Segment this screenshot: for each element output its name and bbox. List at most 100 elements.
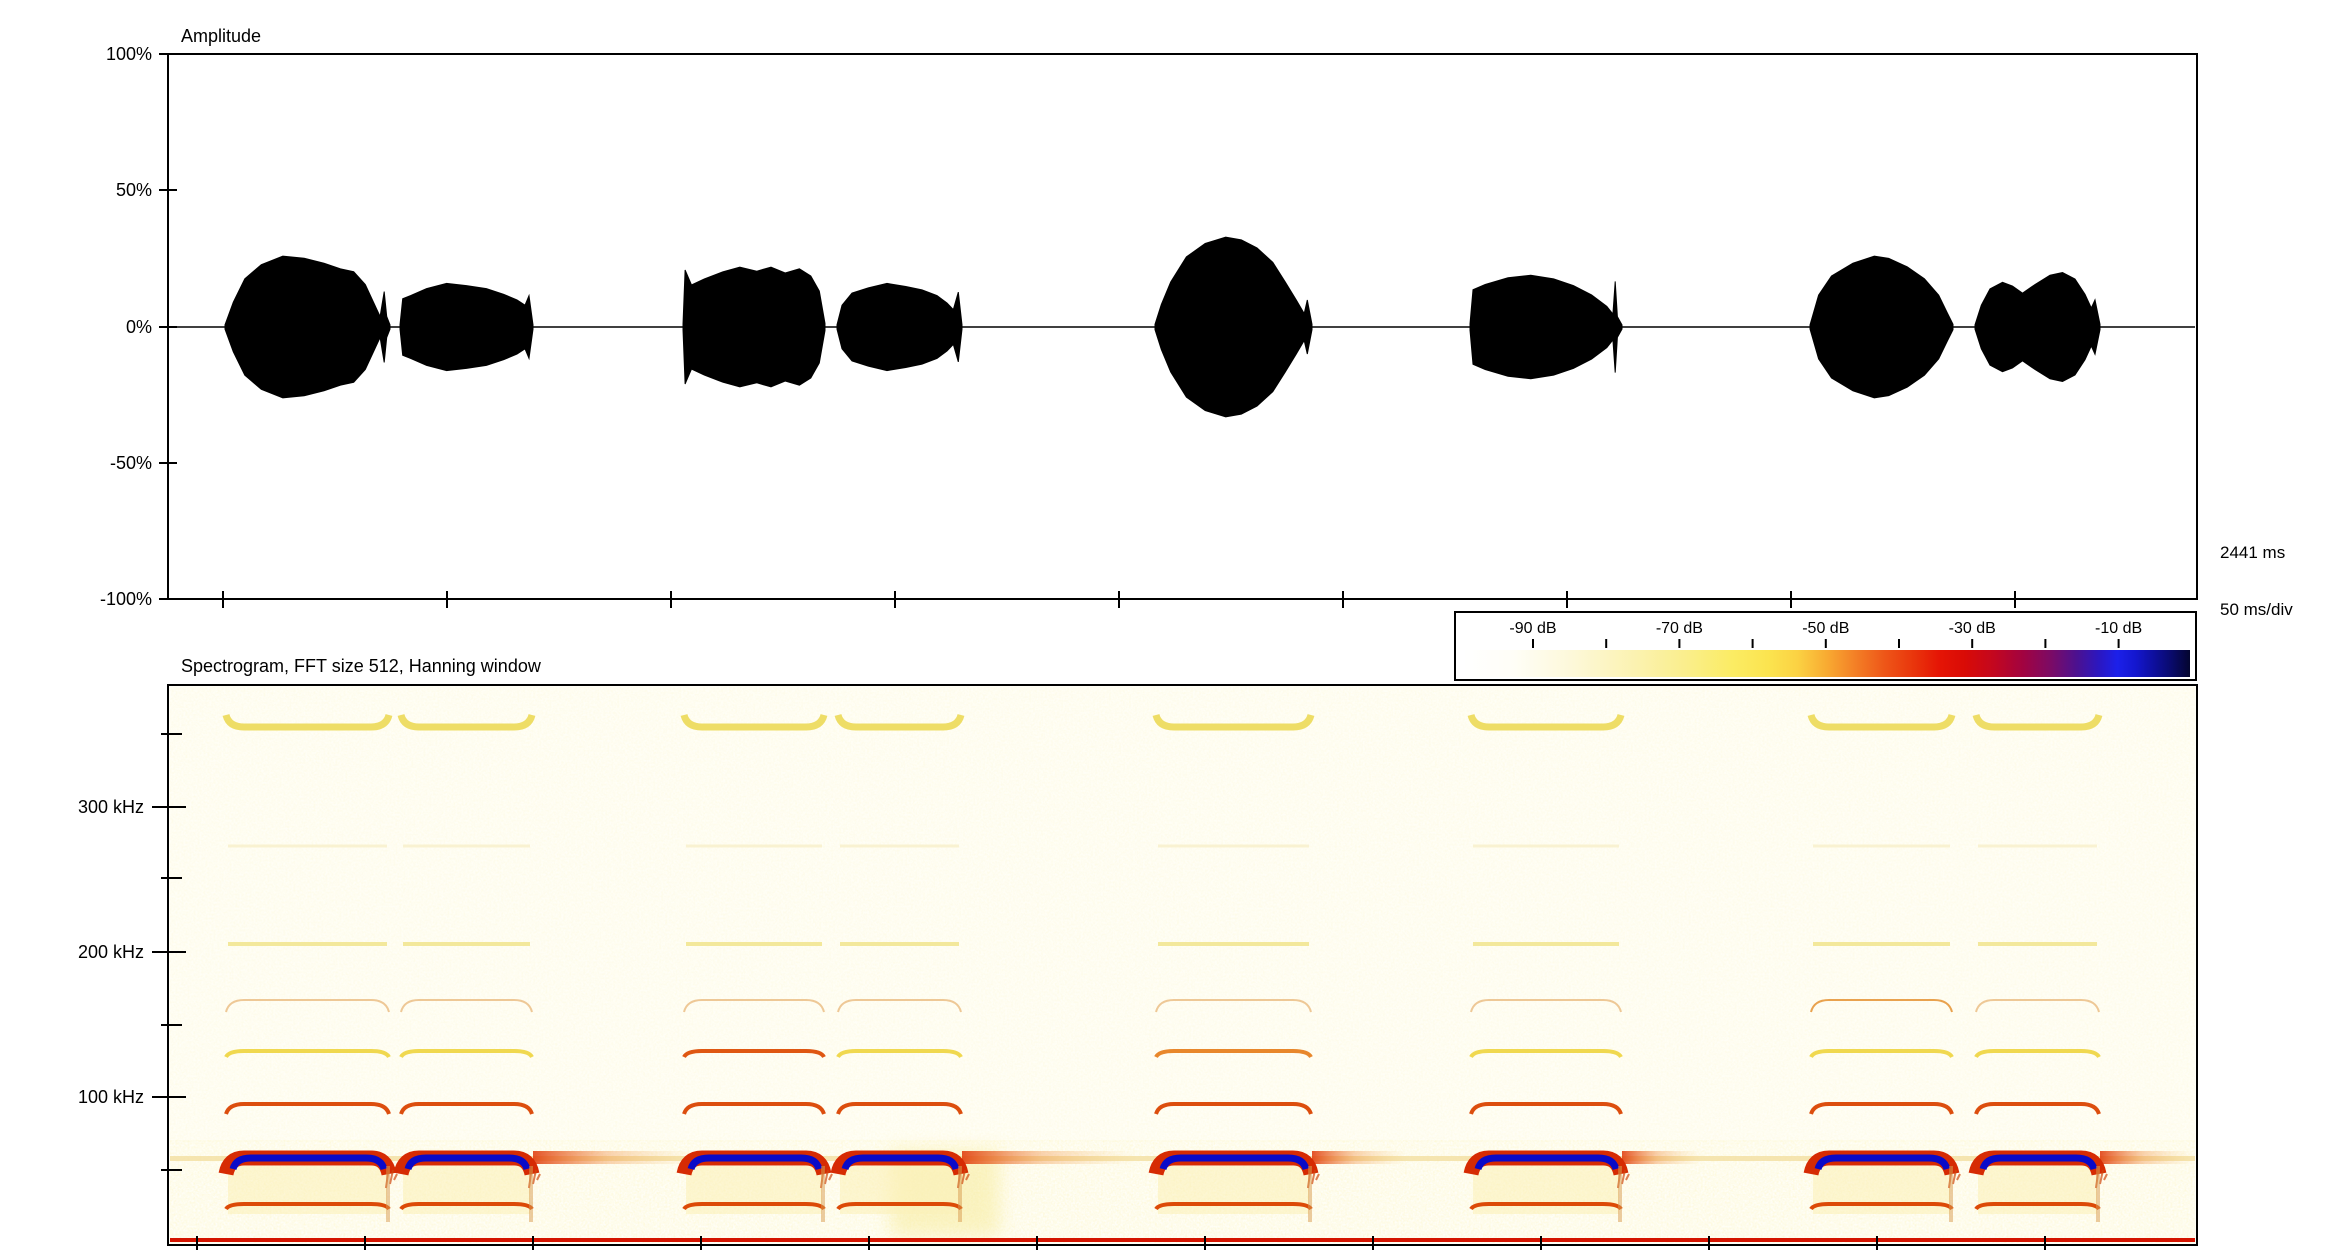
- spectrogram-band-F: [1974, 1102, 2101, 1115]
- spectrogram-end-streak: [529, 1166, 533, 1222]
- spectrogram-band-E: [1809, 1049, 1954, 1059]
- spectrogram-echo-tail: [962, 1151, 1137, 1164]
- spectrogram-band-end-scatter: [1311, 1169, 1316, 1185]
- spectrogram-band-A: [1972, 713, 2103, 731]
- colorbar-label: -90 dB: [1509, 620, 1556, 637]
- spectrogram-band-H: [1809, 1202, 1954, 1211]
- spectrogram-band-A: [1152, 713, 1315, 731]
- spectrogram-band-core: [229, 1154, 388, 1171]
- waveform-title: Amplitude: [181, 26, 262, 46]
- time-scale-label: 50 ms/div: [2220, 600, 2293, 619]
- spectrogram-band-D: [1975, 999, 2100, 1013]
- colorbar-label: -30 dB: [1949, 620, 1996, 637]
- spectrogram-band-E: [1154, 1049, 1313, 1059]
- spectrogram-band-core: [404, 1154, 531, 1171]
- spectrogram-end-streak: [958, 1166, 962, 1222]
- spectrogram-end-streak: [386, 1166, 390, 1222]
- spectrogram-pulse-underband-speckle: [403, 1166, 530, 1214]
- waveform-pulse: [836, 282, 963, 372]
- spectrogram-band-H: [682, 1202, 826, 1211]
- spectrogram-band-E: [1469, 1049, 1623, 1059]
- spectrogram-band-F: [399, 1102, 534, 1115]
- spectrogram-title: Spectrogram, FFT size 512, Hanning windo…: [181, 656, 541, 676]
- spectrogram-band-A: [1467, 713, 1625, 731]
- spectrogram-band-F: [1469, 1102, 1623, 1115]
- colorbar-label: -10 dB: [2095, 620, 2142, 637]
- spectrogram-echo-tail: [2100, 1151, 2195, 1164]
- spectrogram-band-D: [400, 999, 533, 1013]
- time-total-label: 2441 ms: [2220, 543, 2286, 562]
- spectrogram-band-E: [224, 1049, 391, 1059]
- spectrogram-echo-tail: [1622, 1151, 1702, 1164]
- spectrogram-band-core: [841, 1154, 960, 1171]
- spectrogram-band-end-scatter: [1315, 1173, 1320, 1181]
- spectrogram-pulse-underband-speckle: [1473, 1166, 1619, 1214]
- spectrogram-end-streak: [1618, 1166, 1622, 1222]
- waveform-pulse: [1974, 271, 2101, 383]
- waveform-pulse: [1809, 255, 1954, 399]
- spectrogram-band-core: [1474, 1154, 1620, 1171]
- spectrogram-band-H: [1974, 1202, 2101, 1211]
- spectrogram-band-end-scatter: [965, 1173, 970, 1181]
- spectrogram-band-D: [1810, 999, 1953, 1013]
- waveform-y-tick-label: -100%: [100, 589, 152, 609]
- spectrogram-noise-upper: [170, 687, 2195, 1142]
- spectrogram-band-E: [682, 1049, 826, 1059]
- spectrogram-band-H: [224, 1202, 391, 1211]
- spectrogram-band-D: [1155, 999, 1312, 1013]
- spectrogram-band-F: [224, 1102, 391, 1115]
- colorbar-label: -50 dB: [1802, 620, 1849, 637]
- spectrogram-band-D: [225, 999, 390, 1013]
- spectrogram-band-end-scatter: [1952, 1169, 1957, 1185]
- waveform-pulse: [399, 282, 534, 372]
- spectrogram-band-end-scatter: [2103, 1173, 2108, 1181]
- spectrogram-band-A: [397, 713, 536, 731]
- spectrogram-pulse-underband-speckle: [1158, 1166, 1309, 1214]
- spectrogram-band-core: [1159, 1154, 1310, 1171]
- spectrogram-band-core: [687, 1154, 823, 1171]
- spectrogram-band-end-scatter: [1621, 1169, 1626, 1185]
- spectrogram-band-A: [222, 713, 393, 731]
- spectrogram-band-end-scatter: [961, 1169, 966, 1185]
- spectrogram-y-tick-label: 200 kHz: [78, 942, 144, 962]
- spectrogram-pulse-underband-speckle: [1813, 1166, 1950, 1214]
- spectrogram-band-H: [399, 1202, 534, 1211]
- spectrogram-band-H: [836, 1202, 963, 1211]
- waveform-pulse: [224, 255, 391, 399]
- spectrogram-band-F: [1154, 1102, 1313, 1115]
- spectrogram-band-end-scatter: [828, 1173, 833, 1181]
- waveform-pulse: [682, 266, 826, 388]
- spectrogram-band-core: [1814, 1154, 1951, 1171]
- waveform-pulse: [1154, 236, 1313, 418]
- spectrogram-band-D: [837, 999, 962, 1013]
- spectrogram-echo-tail: [1312, 1151, 1407, 1164]
- spectrogram-band-H: [1154, 1202, 1313, 1211]
- spectrogram-y-tick-label: 300 kHz: [78, 797, 144, 817]
- spectrogram-border: [167, 684, 2198, 1246]
- spectrogram-dc-line: [170, 1238, 2195, 1242]
- spectrogram-band-end-scatter: [2099, 1169, 2104, 1185]
- spectrogram-band-end-scatter: [536, 1173, 541, 1181]
- spectrogram-pulse-underband-speckle: [228, 1166, 387, 1214]
- spectrogram-pulse-underband-speckle: [840, 1166, 959, 1214]
- spectrogram-band-A: [680, 713, 828, 731]
- spectrogram-band-E: [836, 1049, 963, 1059]
- spectrogram-band-A: [834, 713, 965, 731]
- colorbar-label: -70 dB: [1656, 620, 1703, 637]
- spectrogram-end-streak: [821, 1166, 825, 1222]
- spectrogram-band-D: [1470, 999, 1622, 1013]
- spectrogram-band-end-scatter: [1956, 1173, 1961, 1181]
- spectrogram-end-streak: [2096, 1166, 2100, 1222]
- waveform-y-tick-label: 100%: [106, 44, 152, 64]
- waveform-y-tick-label: 0%: [126, 317, 152, 337]
- spectrogram-band-H: [1469, 1202, 1623, 1211]
- spectrogram-band-core: [1979, 1154, 2098, 1171]
- waveform-y-tick-label: -50%: [110, 453, 152, 473]
- spectrogram-y-tick-label: 100 kHz: [78, 1087, 144, 1107]
- spectrogram-band-D: [683, 999, 825, 1013]
- spectrogram-band-end-scatter: [393, 1173, 398, 1181]
- spectrogram-band-end-scatter: [532, 1169, 537, 1185]
- spectrogram-end-streak: [1308, 1166, 1312, 1222]
